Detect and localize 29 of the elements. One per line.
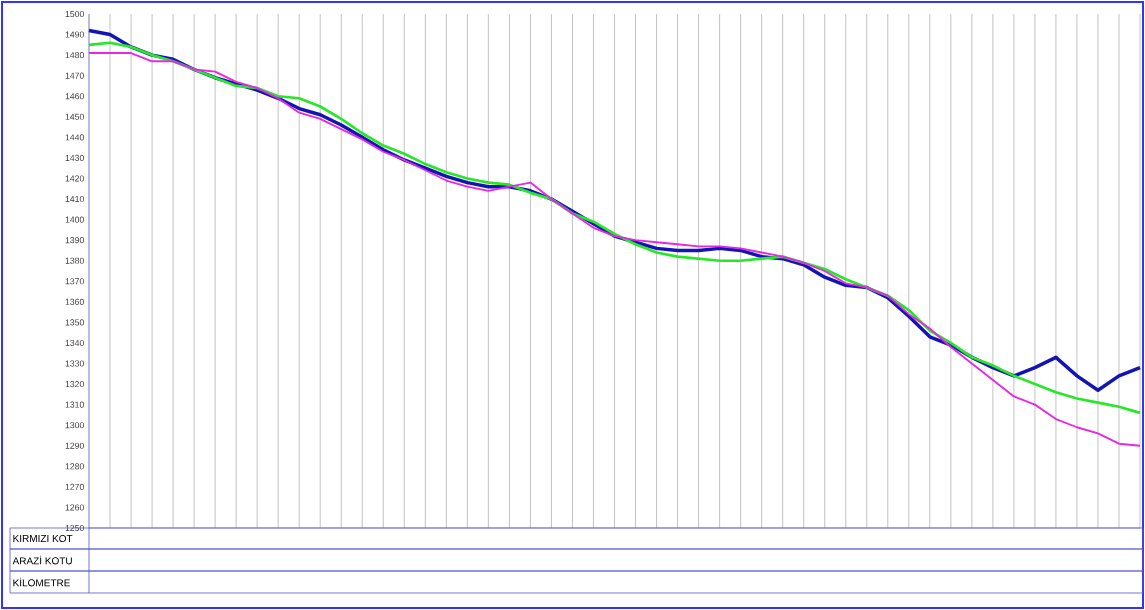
y-tick-label: 1270 xyxy=(65,483,84,490)
y-tick-label: 1450 xyxy=(65,113,84,120)
text: ARAZİ KOTU xyxy=(12,555,72,565)
y-tick-label: 1360 xyxy=(65,298,84,305)
y-tick-label: 1290 xyxy=(65,442,84,449)
text: KIRMIZI KOT xyxy=(13,534,73,543)
y-tick-label: 1420 xyxy=(65,175,84,182)
y-tick-label: 1320 xyxy=(65,381,84,388)
y-tick-label: 1260 xyxy=(65,504,84,511)
y-tick-label: 1310 xyxy=(65,401,84,408)
y-tick-label: 1380 xyxy=(65,257,84,264)
y-tick-label: 1430 xyxy=(65,154,84,161)
y-tick-label: 1280 xyxy=(65,463,84,470)
y-tick-label: 1470 xyxy=(65,72,84,79)
y-tick-label: 1400 xyxy=(65,216,84,223)
y-tick-label: 1370 xyxy=(65,278,84,285)
y-tick-label: 1390 xyxy=(65,237,84,244)
y-tick-label: 1350 xyxy=(65,319,84,326)
y-tick-label: 1250 xyxy=(65,524,84,532)
y-tick-label: 1410 xyxy=(65,195,84,203)
y-tick-label: 1460 xyxy=(65,93,84,100)
y-tick-label: 1490 xyxy=(65,31,84,38)
y-tick-label: 1500 xyxy=(65,10,84,18)
y-tick-label: 1340 xyxy=(65,339,84,347)
y-tick-label: 1440 xyxy=(65,134,84,141)
y-tick-label: 1330 xyxy=(65,360,84,367)
y-tick-label: 1480 xyxy=(65,52,84,59)
y-tick-label: 1300 xyxy=(65,422,84,429)
text: KİLOMETRE xyxy=(13,577,70,587)
